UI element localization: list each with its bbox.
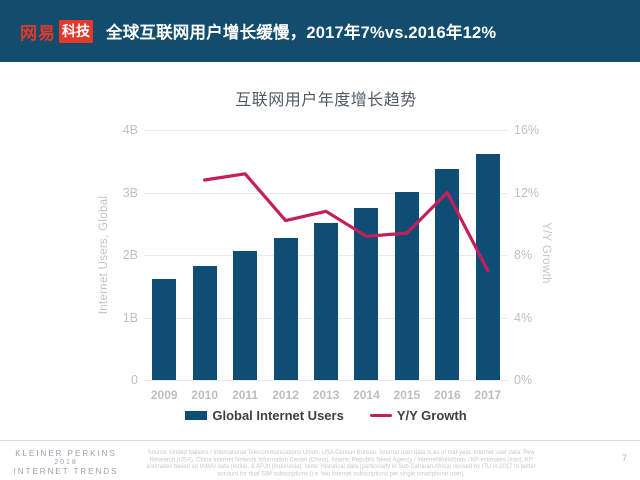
bar-2016 [435,169,460,380]
axis-tick-label: 12% [514,185,540,200]
axis-tick-label: 0 [131,373,138,387]
year-label-2017: 2017 [474,388,502,402]
year-label-2012: 2012 [272,388,299,402]
legend-label: Global Internet Users [212,407,344,423]
year-label-2016: 2016 [433,388,461,402]
bar-2009 [152,278,177,380]
bar-2017 [475,153,500,380]
tech-logo-badge: 科技 [59,19,93,43]
gridline [144,380,508,381]
brand-report: INTERNET TRENDS [13,467,119,476]
axis-tick-label: 2B [122,248,138,262]
legend-item-line-series: Y/Y Growth [369,407,467,423]
growth-line [203,172,490,273]
footer-divider [0,440,640,441]
chart-legend: Global Internet Users Y/Y Growth [144,406,508,424]
bar-2010 [192,266,217,380]
year-label-2009: 2009 [150,388,178,402]
left-axis-ticks: 4B 3B 2B 1B 0 [96,123,138,387]
right-axis-ticks: 16% 12% 8% 4% 0% [514,123,558,387]
year-label-2011: 2011 [232,388,259,402]
axis-tick-label: 0% [514,373,533,387]
netease-logo-text: 网易 [20,23,56,43]
gridline [144,130,508,131]
bar-series-swatch [185,410,208,420]
plot-area [144,130,508,381]
netease-tech-logo: 网易 科技 [20,19,93,44]
gridline [144,192,508,194]
axis-tick-label: 4B [122,123,138,137]
year-label-2010: 2010 [191,388,218,402]
slide-headline: 全球互联网用户增长缓慢，2017年7%vs.2016年12% [106,24,497,42]
brand-name: KLEINER PERKINS [15,449,117,458]
header-bar: 网易 科技 全球互联网用户增长缓慢，2017年7%vs.2016年12% [0,0,640,62]
year-label-2015: 2015 [393,388,421,402]
bar-2011 [233,251,258,380]
legend-item-bar-series: Global Internet Users [185,407,344,423]
kleiner-perkins-brand: KLEINER PERKINS 2018 INTERNET TRENDS [0,449,132,476]
axis-tick-label: 8% [514,248,533,262]
page-number: 7 [621,453,627,463]
axis-tick-label: 16% [514,123,540,137]
year-label-2014: 2014 [353,388,380,402]
chart-title: 互联网用户年度增长趋势 [235,92,417,109]
bar-2012 [273,238,298,380]
axis-tick-label: 3B [122,185,138,200]
axis-tick-label: 1B [122,310,138,325]
line-series-swatch [369,413,392,417]
bar-2013 [314,222,338,380]
year-label-2013: 2013 [312,388,340,402]
brand-year: 2018 [54,459,78,466]
axis-tick-label: 4% [514,310,533,325]
legend-label: Y/Y Growth [396,407,467,423]
x-axis-labels: 2009 2010 2011 2012 2013 2014 2015 2016 2017 [144,388,508,402]
source-note: Source: United Nations / International T… [146,449,536,477]
